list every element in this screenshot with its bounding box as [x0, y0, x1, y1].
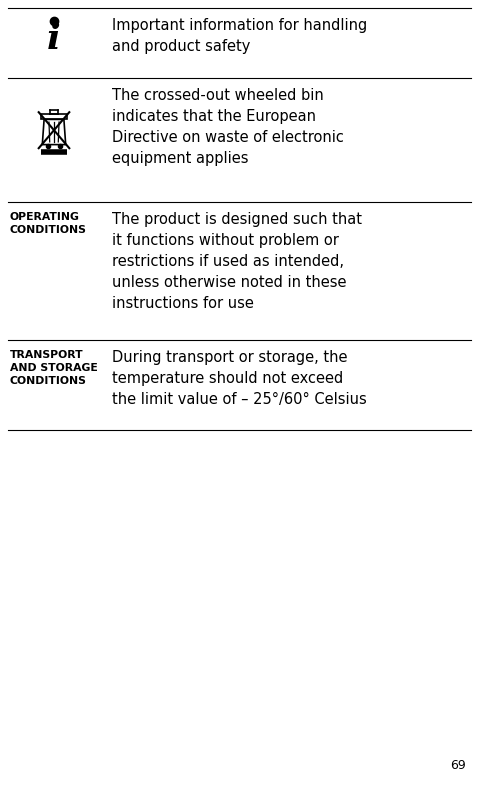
Text: OPERATING
CONDITIONS: OPERATING CONDITIONS — [10, 212, 87, 235]
Text: Important information for handling
and product safety: Important information for handling and p… — [112, 18, 367, 54]
Text: i: i — [47, 22, 61, 56]
Text: TRANSPORT
AND STORAGE
CONDITIONS: TRANSPORT AND STORAGE CONDITIONS — [10, 350, 98, 387]
Text: The crossed-out wheeled bin
indicates that the European
Directive on waste of el: The crossed-out wheeled bin indicates th… — [112, 88, 344, 166]
Text: The product is designed such that
it functions without problem or
restrictions i: The product is designed such that it fun… — [112, 212, 362, 311]
Text: 69: 69 — [450, 759, 466, 772]
Text: During transport or storage, the
temperature should not exceed
the limit value o: During transport or storage, the tempera… — [112, 350, 367, 407]
